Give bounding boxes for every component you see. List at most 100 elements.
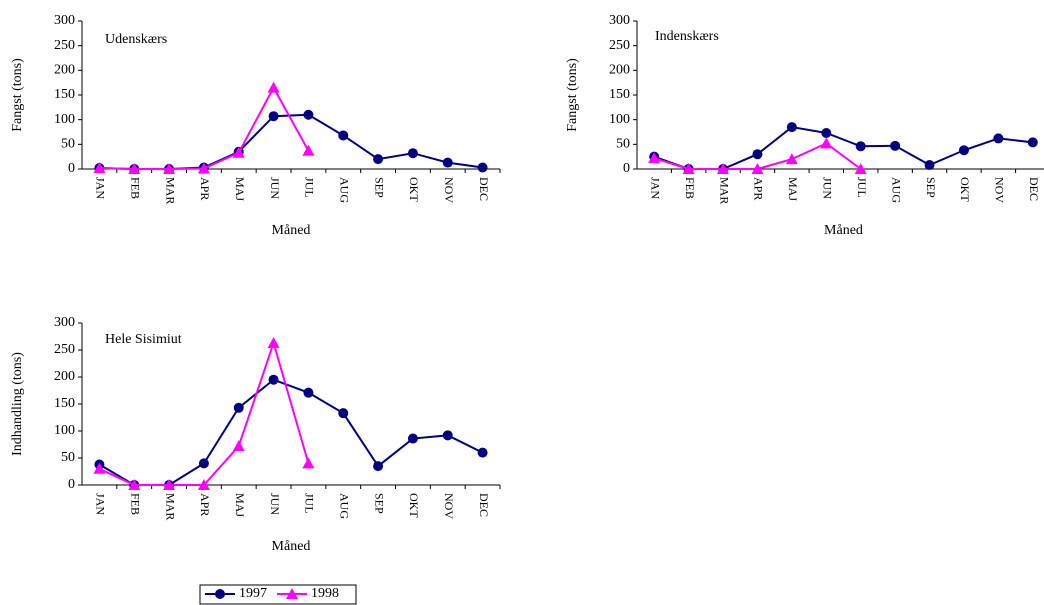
- x-tick-label: JUL: [855, 177, 869, 198]
- x-tick-label: FEB: [129, 177, 143, 199]
- x-tick-label: SEP: [372, 493, 386, 514]
- marker: [924, 160, 935, 171]
- x-tick-label: JUL: [303, 177, 317, 198]
- x-tick-label: MAJ: [233, 493, 247, 517]
- marker: [268, 374, 279, 385]
- x-tick-label: AUG: [338, 493, 352, 519]
- y-tick-label: 100: [54, 112, 75, 127]
- x-tick-label: OKT: [407, 177, 421, 202]
- y-tick-label: 200: [54, 369, 75, 384]
- marker: [890, 140, 901, 151]
- x-tick-label: JAN: [94, 177, 108, 199]
- x-tick-label: JUN: [268, 177, 282, 199]
- marker: [338, 130, 349, 141]
- marker: [302, 144, 315, 156]
- marker: [197, 162, 210, 174]
- chart-title: Hele Sisimiut: [105, 332, 182, 347]
- marker: [303, 109, 314, 120]
- x-tick-label: JUN: [821, 177, 835, 199]
- y-tick-label: 150: [54, 87, 75, 102]
- marker: [820, 137, 833, 149]
- marker: [197, 479, 210, 490]
- x-tick-label: AUG: [889, 177, 903, 203]
- y-tick-label: 200: [54, 63, 75, 78]
- x-tick-label: JAN: [648, 177, 662, 199]
- y-tick-label: 0: [68, 477, 75, 492]
- x-tick-label: OKT: [407, 493, 421, 518]
- x-tick-label: MAJ: [786, 177, 800, 201]
- x-tick-label: MAR: [163, 177, 177, 204]
- y-tick-label: 300: [54, 13, 75, 28]
- y-tick-label: 200: [609, 63, 630, 78]
- marker: [373, 154, 384, 165]
- x-tick-label: FEB: [683, 177, 697, 199]
- y-tick-label: 150: [54, 396, 75, 411]
- marker: [752, 149, 763, 160]
- series-line: [653, 126, 1033, 170]
- x-axis-label: Måned: [824, 223, 863, 238]
- x-tick-label: MAR: [717, 177, 731, 204]
- marker: [855, 141, 866, 152]
- y-tick-label: 100: [54, 423, 75, 438]
- marker: [717, 163, 730, 174]
- x-tick-label: JAN: [94, 493, 108, 515]
- y-tick-label: 250: [609, 38, 630, 53]
- marker: [442, 430, 453, 441]
- marker: [821, 127, 832, 138]
- y-tick-label: 50: [616, 137, 630, 152]
- marker: [303, 387, 314, 398]
- y-tick-label: 250: [54, 38, 75, 53]
- marker: [268, 111, 279, 122]
- marker: [786, 122, 797, 133]
- marker: [407, 433, 418, 444]
- y-tick-label: 300: [609, 13, 630, 28]
- y-axis-label: Fangst (tons): [565, 58, 580, 132]
- x-tick-label: APR: [752, 177, 766, 200]
- marker: [163, 163, 176, 174]
- x-tick-label: AUG: [338, 177, 352, 203]
- marker: [477, 162, 488, 173]
- marker: [373, 461, 384, 472]
- marker: [232, 440, 245, 452]
- legend-label: 1998: [311, 586, 339, 601]
- y-tick-label: 50: [61, 137, 75, 152]
- legend-marker: [215, 589, 225, 599]
- y-tick-label: 250: [54, 342, 75, 357]
- marker: [854, 163, 867, 174]
- x-tick-label: DEC: [477, 177, 491, 201]
- legend-marker: [286, 588, 298, 599]
- y-tick-label: 0: [623, 161, 630, 176]
- marker: [267, 336, 280, 348]
- x-tick-label: JUL: [303, 493, 317, 514]
- marker: [302, 457, 315, 469]
- marker: [267, 81, 280, 93]
- x-tick-label: JUN: [268, 493, 282, 515]
- y-axis-label: Fangst (tons): [10, 58, 25, 132]
- x-tick-label: APR: [198, 493, 212, 516]
- x-tick-label: SEP: [924, 177, 938, 198]
- marker: [198, 458, 209, 469]
- marker: [1027, 137, 1038, 148]
- x-tick-label: NOV: [442, 177, 456, 203]
- y-tick-label: 300: [54, 315, 75, 330]
- marker: [338, 408, 349, 419]
- x-tick-label: FEB: [129, 493, 143, 515]
- marker: [93, 462, 106, 474]
- y-tick-label: 50: [61, 450, 75, 465]
- marker: [128, 163, 141, 174]
- marker: [407, 148, 418, 159]
- x-tick-label: NOV: [993, 177, 1007, 203]
- marker: [477, 447, 488, 458]
- marker: [682, 163, 695, 174]
- marker: [163, 479, 176, 490]
- chart-title: Indenskærs: [655, 29, 719, 44]
- marker: [442, 157, 453, 168]
- marker: [128, 479, 141, 490]
- y-tick-label: 100: [609, 112, 630, 127]
- series-line: [99, 85, 310, 170]
- chart-title: Udenskærs: [105, 32, 167, 47]
- x-tick-label: OKT: [958, 177, 972, 202]
- y-tick-label: 0: [68, 161, 75, 176]
- x-tick-label: APR: [198, 177, 212, 200]
- series-line: [98, 378, 484, 486]
